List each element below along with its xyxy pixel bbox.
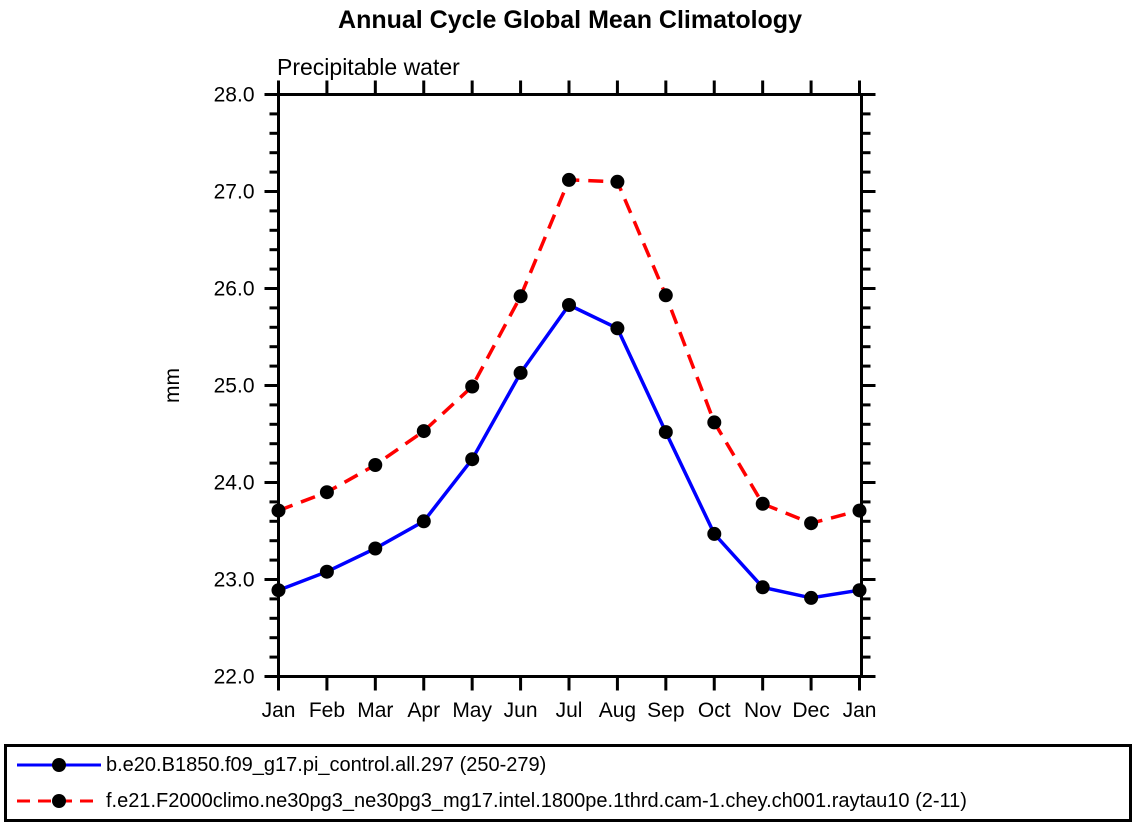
data-point-marker bbox=[658, 288, 673, 303]
data-point-marker bbox=[368, 541, 383, 556]
data-point-marker bbox=[416, 514, 431, 529]
x-tick-label: Apr bbox=[407, 699, 440, 722]
data-point-marker bbox=[852, 583, 867, 598]
legend-line-blue-icon bbox=[17, 758, 101, 772]
data-point-marker bbox=[707, 415, 722, 430]
chart-title: Annual Cycle Global Mean Climatology bbox=[338, 6, 802, 34]
data-point-marker bbox=[610, 174, 625, 189]
legend-label-blue: b.e20.B1850.f09_g17.pi_control.all.297 (… bbox=[106, 753, 547, 776]
data-point-marker bbox=[271, 583, 286, 598]
legend-entry-red: f.e21.F2000climo.ne30pg3_ne30pg3_mg17.in… bbox=[7, 783, 1129, 819]
data-point-marker bbox=[416, 424, 431, 439]
data-point-marker bbox=[513, 289, 528, 304]
y-tick-label: 28.0 bbox=[214, 84, 255, 107]
data-point-marker bbox=[804, 590, 819, 605]
y-tick-label: 25.0 bbox=[214, 375, 255, 398]
x-tick-label: Dec bbox=[792, 699, 829, 722]
y-tick-label: 22.0 bbox=[214, 666, 255, 689]
data-point-marker bbox=[852, 503, 867, 518]
data-point-marker bbox=[707, 526, 722, 541]
x-tick-label: Jul bbox=[556, 699, 583, 722]
x-tick-label: Jun bbox=[504, 699, 538, 722]
legend-line-red-icon bbox=[17, 794, 101, 808]
data-point-marker bbox=[804, 516, 819, 531]
chart-subtitle: Precipitable water bbox=[277, 54, 460, 80]
y-tick-label: 24.0 bbox=[214, 472, 255, 495]
y-tick-label: 27.0 bbox=[214, 181, 255, 204]
y-tick-label: 26.0 bbox=[214, 278, 255, 301]
data-point-marker bbox=[513, 365, 528, 380]
data-point-marker bbox=[610, 321, 625, 336]
y-axis-label: mm bbox=[161, 368, 184, 403]
x-tick-label: Mar bbox=[357, 699, 393, 722]
legend: b.e20.B1850.f09_g17.pi_control.all.297 (… bbox=[4, 744, 1132, 822]
series bbox=[271, 172, 867, 605]
x-tick-label: May bbox=[452, 699, 492, 722]
legend-label-red: f.e21.F2000climo.ne30pg3_ne30pg3_mg17.in… bbox=[106, 789, 967, 812]
data-point-marker bbox=[319, 485, 334, 500]
x-tick-label: Feb bbox=[309, 699, 345, 722]
x-tick-label: Jan bbox=[262, 699, 296, 722]
data-point-marker bbox=[755, 496, 770, 511]
climatology-chart: Annual Cycle Global Mean Climatology Pre… bbox=[161, 6, 877, 722]
x-tick-label: Oct bbox=[698, 699, 731, 722]
data-point-marker bbox=[562, 298, 576, 312]
data-point-marker bbox=[319, 564, 334, 579]
legend-marker bbox=[52, 794, 66, 808]
data-point-marker bbox=[755, 580, 770, 595]
data-point-marker bbox=[465, 379, 480, 394]
legend-entry-blue: b.e20.B1850.f09_g17.pi_control.all.297 (… bbox=[7, 747, 1129, 783]
x-tick-label: Sep bbox=[647, 699, 684, 722]
data-point-marker bbox=[465, 452, 480, 467]
legend-marker bbox=[52, 758, 66, 772]
data-point-marker bbox=[368, 458, 383, 472]
data-point-marker bbox=[271, 503, 286, 518]
y-tick-label: 23.0 bbox=[214, 569, 255, 592]
series-line-red bbox=[277, 178, 860, 526]
x-tick-label: Nov bbox=[744, 699, 782, 722]
x-tick-label: Aug bbox=[599, 699, 636, 722]
x-tick-label: Jan bbox=[843, 699, 877, 722]
data-point-marker bbox=[562, 172, 576, 187]
series-line-blue bbox=[277, 302, 860, 600]
data-point-marker bbox=[658, 425, 673, 440]
axes: 22.0 23.0 24.0 25.0 26.0 27.0 28.0 Jan Feb Mar Apr… bbox=[214, 80, 877, 722]
